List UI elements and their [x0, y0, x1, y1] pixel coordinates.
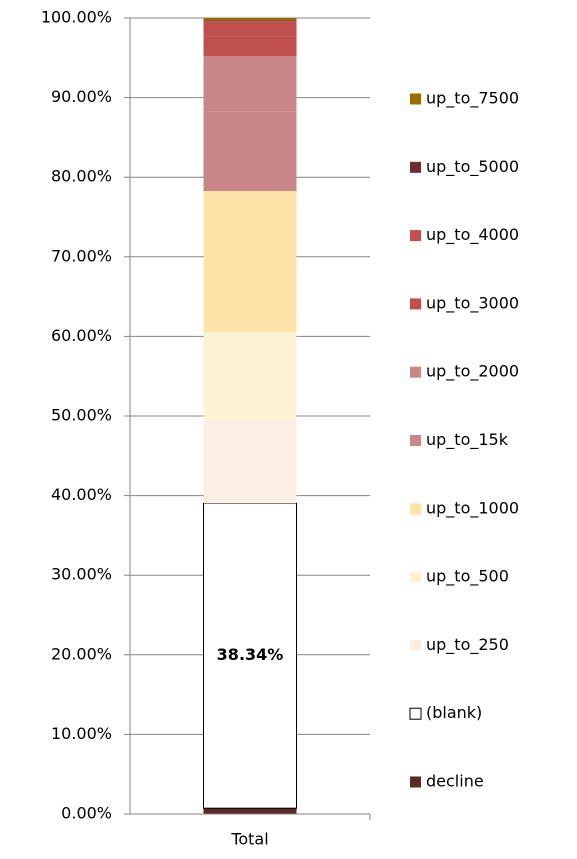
y-tick-label: 20.00%	[51, 644, 112, 663]
bar-segment	[203, 332, 297, 420]
bar-segment	[203, 502, 297, 809]
bar-segment	[203, 55, 297, 112]
legend-swatch	[409, 707, 422, 720]
legend-label: up_to_1000	[426, 498, 519, 518]
legend-swatch	[410, 366, 421, 378]
y-tick-label: 0.00%	[61, 804, 112, 823]
legend-swatch	[410, 435, 421, 446]
legend-swatch	[410, 93, 421, 105]
bar-segment	[203, 419, 297, 504]
legend-swatch	[410, 776, 421, 788]
legend-label: up_to_3000	[426, 293, 519, 313]
legend-label: up_to_250	[426, 635, 509, 655]
y-tick-label: 80.00%	[51, 167, 112, 186]
legend-label: up_to_2000	[426, 362, 519, 382]
y-tick-label: 90.00%	[51, 87, 112, 106]
legend-swatch	[410, 639, 421, 651]
legend-swatch	[410, 571, 421, 583]
legend-label: up_to_500	[426, 567, 509, 587]
y-tick-label: 60.00%	[51, 326, 112, 345]
bar-segment	[203, 20, 297, 22]
bar-segment	[203, 18, 297, 21]
y-tick-label: 30.00%	[51, 565, 112, 584]
y-tick-label: 100.00%	[41, 8, 112, 27]
legend-swatch	[410, 230, 421, 242]
y-tick-label: 10.00%	[51, 724, 112, 743]
legend-swatch	[410, 503, 421, 515]
y-tick-label: 40.00%	[51, 485, 112, 504]
legend-swatch	[410, 298, 421, 310]
bar-segment	[203, 21, 297, 37]
legend-label: (blank)	[426, 703, 482, 722]
y-tick-label: 70.00%	[51, 246, 112, 265]
y-tick-label: 50.00%	[51, 406, 112, 425]
data-label: 38.34%	[217, 645, 284, 664]
legend-label: up_to_4000	[426, 225, 519, 245]
legend-label: up_to_15k	[426, 430, 509, 450]
legend-label: up_to_7500	[426, 89, 519, 109]
bar-segment	[203, 190, 297, 333]
bar-segment	[203, 36, 297, 56]
legend-label: up_to_5000	[426, 157, 519, 177]
bar-segment	[203, 111, 297, 191]
legend-swatch	[410, 161, 421, 173]
bar-segment	[203, 808, 297, 814]
x-tick-label: Total	[230, 830, 268, 849]
legend-label: decline	[426, 772, 484, 791]
